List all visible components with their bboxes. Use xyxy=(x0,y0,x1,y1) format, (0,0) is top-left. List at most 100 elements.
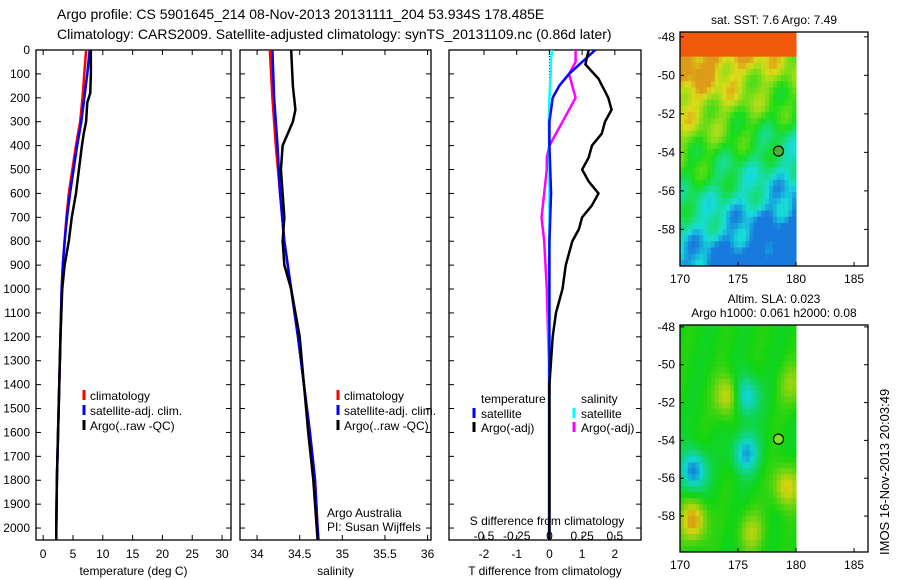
heatmap-cell xyxy=(680,259,685,267)
heatmap-cell xyxy=(749,492,754,499)
heatmap-cell xyxy=(680,118,685,125)
heatmap-cell xyxy=(726,118,731,125)
heatmap-cell xyxy=(734,210,739,218)
heatmap-cell xyxy=(710,179,716,187)
heatmap-cell xyxy=(765,216,770,224)
heatmap-cell xyxy=(772,426,778,434)
heatmap-cell xyxy=(784,325,789,332)
heatmap-cell xyxy=(691,444,696,451)
heatmap-cell xyxy=(734,474,739,481)
heatmap-cell xyxy=(784,155,789,162)
heatmap-cell xyxy=(722,384,727,392)
heatmap-cell xyxy=(680,396,685,404)
heatmap-cell xyxy=(772,62,778,70)
heatmap-cell xyxy=(768,62,774,70)
heatmap-cell xyxy=(734,540,739,547)
heatmap-cell xyxy=(749,426,754,434)
heatmap-cell xyxy=(718,222,724,230)
heatmap-cell xyxy=(734,136,739,144)
heatmap-cell xyxy=(730,444,735,451)
heatmap-cell xyxy=(703,480,708,487)
heatmap-cell xyxy=(718,216,724,224)
heatmap-cell xyxy=(788,325,793,332)
heatmap-cell xyxy=(714,149,720,156)
heatmap-cell xyxy=(695,354,700,362)
heatmap-cell xyxy=(695,173,700,181)
heatmap-cell xyxy=(730,456,735,463)
heatmap-cell xyxy=(749,474,754,481)
heatmap-cell xyxy=(699,480,704,487)
heatmap-cell xyxy=(734,414,739,422)
heatmap-cell xyxy=(745,204,751,212)
heatmap-cell xyxy=(757,198,762,205)
heatmap-cell xyxy=(792,444,797,451)
heatmap-cell xyxy=(707,342,712,350)
heatmap-cell xyxy=(734,87,739,95)
heatmap-cell xyxy=(765,62,770,70)
x-axis-label: T difference from climatology xyxy=(468,564,622,578)
heatmap-cell xyxy=(703,259,708,267)
heatmap-cell xyxy=(714,253,720,261)
heatmap-cell xyxy=(780,510,785,517)
heatmap-cell xyxy=(734,462,739,469)
heatmap-cell xyxy=(784,93,789,101)
heatmap-cell xyxy=(691,247,696,255)
heatmap-cell xyxy=(687,546,693,553)
heatmap-cell xyxy=(718,432,724,439)
heatmap-cell xyxy=(683,179,689,187)
heatmap-cell xyxy=(703,149,708,156)
heatmap-cell xyxy=(707,456,712,463)
heatmap-cell xyxy=(714,118,720,125)
heatmap-cell xyxy=(792,372,797,380)
heatmap-cell xyxy=(788,546,793,553)
heatmap-cell xyxy=(699,342,704,350)
heatmap-cell xyxy=(710,504,716,511)
heatmap-cell xyxy=(772,456,778,463)
heatmap-cell xyxy=(730,516,735,523)
heatmap-cell xyxy=(745,396,751,404)
heatmap-cell xyxy=(726,142,731,150)
heatmap-cell xyxy=(776,384,782,392)
map-y-tick-label: -58 xyxy=(658,509,676,523)
heatmap-cell xyxy=(699,510,704,517)
heatmap-cell xyxy=(768,456,774,463)
heatmap-cell xyxy=(691,222,696,230)
heatmap-cell xyxy=(757,480,762,487)
heatmap-cell xyxy=(707,462,712,469)
heatmap-cell xyxy=(768,204,774,212)
heatmap-cell xyxy=(722,456,727,463)
heatmap-cell xyxy=(683,75,689,82)
heatmap-cell xyxy=(784,142,789,150)
heatmap-cell xyxy=(768,342,774,350)
heatmap-cell xyxy=(680,68,685,76)
heatmap-cell xyxy=(776,75,782,82)
heatmap-cell xyxy=(726,528,731,535)
heatmap-cell xyxy=(707,56,712,64)
heatmap-cell xyxy=(749,516,754,523)
heatmap-cell xyxy=(745,540,751,547)
float-position-marker xyxy=(772,433,785,445)
heatmap-cell xyxy=(722,44,727,51)
heatmap-cell xyxy=(753,366,758,374)
heatmap-cell xyxy=(738,149,743,156)
heatmap-cell xyxy=(683,414,689,422)
sst-map-title: sat. SST: 7.6 Argo: 7.49 xyxy=(711,13,837,27)
heatmap-cell xyxy=(691,390,696,398)
heatmap-cell xyxy=(768,136,774,144)
heatmap-cell xyxy=(757,50,762,58)
heatmap-cell xyxy=(680,93,685,101)
heatmap-cell xyxy=(718,105,724,113)
heatmap-cell xyxy=(788,522,793,529)
heatmap-cell xyxy=(699,222,704,230)
heatmap-cell xyxy=(714,456,720,463)
heatmap-cell xyxy=(768,384,774,392)
heatmap-cell xyxy=(738,360,743,368)
heatmap-cell xyxy=(718,38,724,45)
heatmap-cell xyxy=(687,44,693,51)
heatmap-cell xyxy=(768,222,774,230)
heatmap-cell xyxy=(734,68,739,76)
heatmap-cell xyxy=(757,192,762,199)
heatmap-cell xyxy=(761,167,766,175)
heatmap-cell xyxy=(730,402,735,410)
heatmap-cell xyxy=(765,534,770,541)
